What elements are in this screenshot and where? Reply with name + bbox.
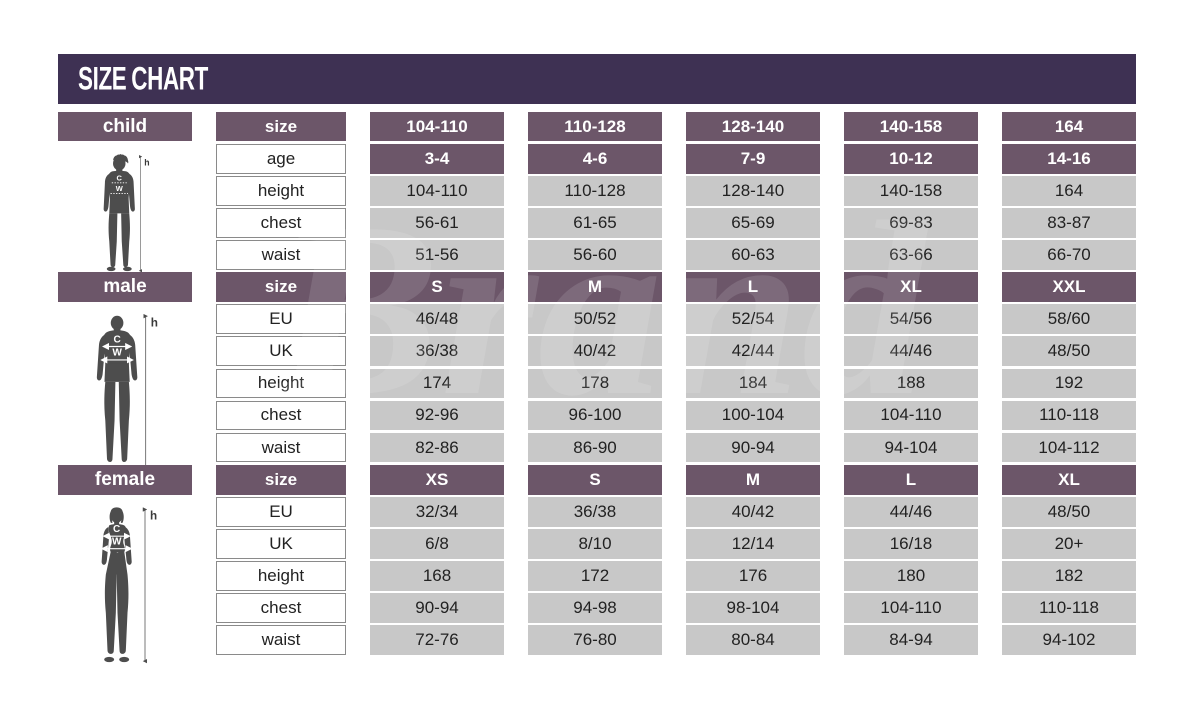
svg-text:W: W [115,183,123,192]
svg-text:h: h [150,316,157,329]
svg-text:C: C [116,173,122,182]
svg-text:W: W [112,536,122,547]
svg-text:h: h [150,509,157,522]
svg-text:h: h [144,157,149,167]
svg-text:W: W [112,348,122,359]
svg-text:C: C [113,334,120,345]
svg-text:C: C [113,524,120,535]
